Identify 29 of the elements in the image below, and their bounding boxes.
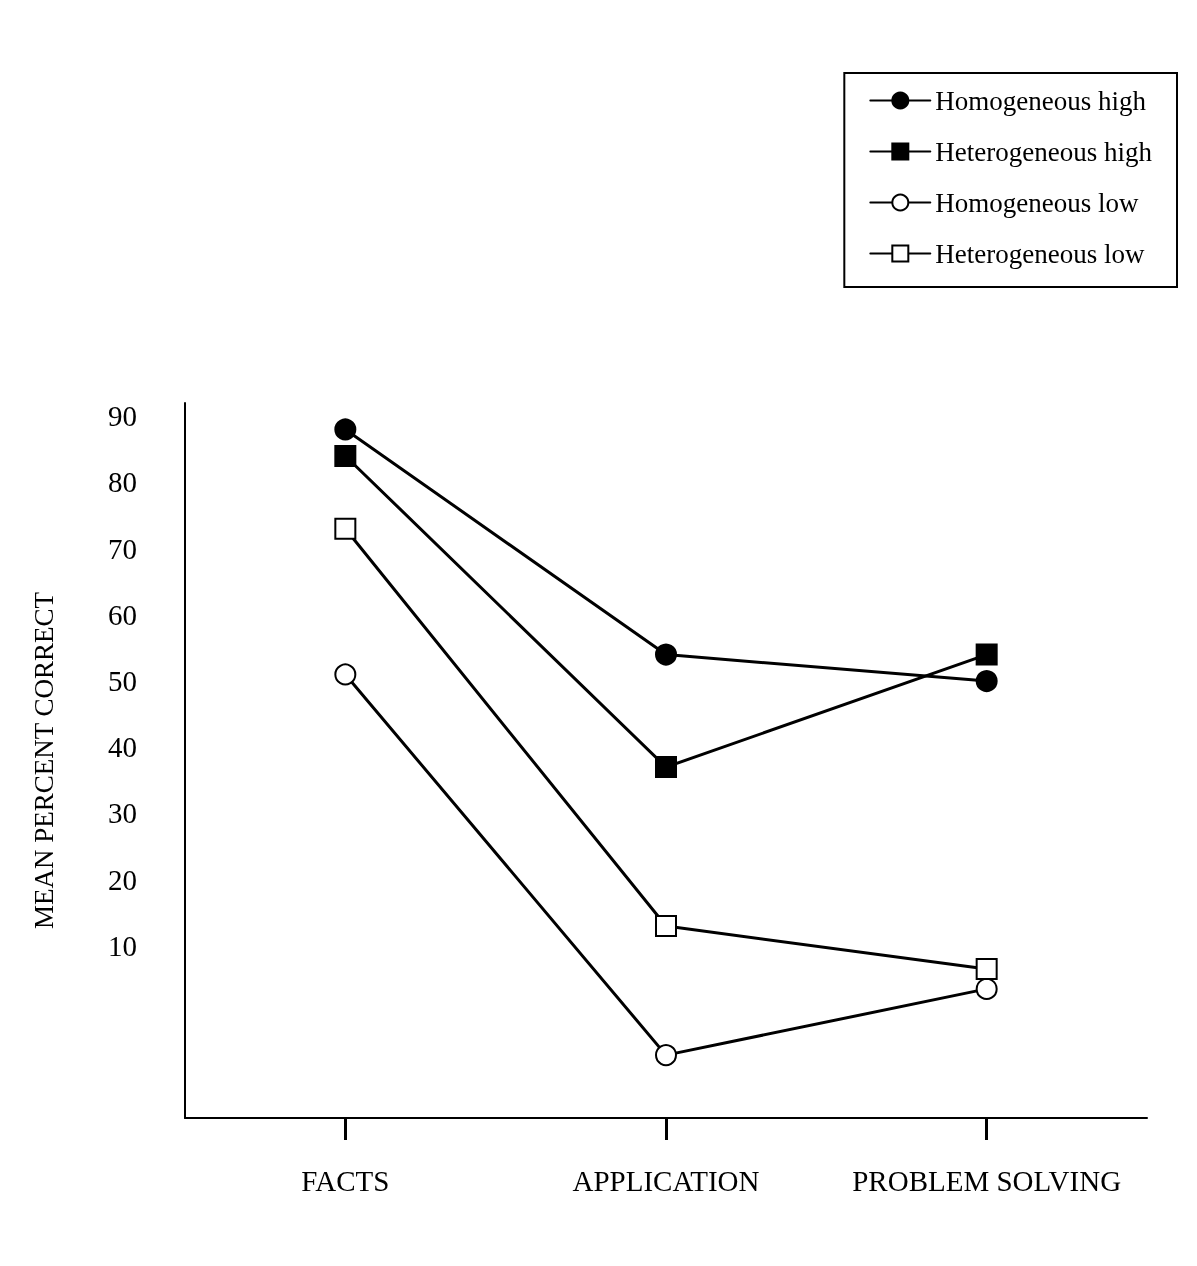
legend-label: Heterogeneous high xyxy=(935,136,1153,167)
point xyxy=(655,643,677,666)
y-tick-label: 70 xyxy=(108,532,137,565)
x-tick-label: PROBLEM SOLVING xyxy=(852,1164,1122,1197)
y-tick-label: 10 xyxy=(108,929,137,962)
legend-label: Homogeneous high xyxy=(935,85,1147,116)
y-tick-label: 20 xyxy=(108,863,137,896)
y-tick-label: 50 xyxy=(108,665,137,698)
point xyxy=(334,663,357,686)
y-tick-label: 30 xyxy=(108,797,137,830)
point xyxy=(334,418,357,441)
point xyxy=(334,444,357,467)
point xyxy=(975,670,998,693)
point xyxy=(975,643,998,666)
point xyxy=(655,756,677,779)
y-tick-label: 90 xyxy=(108,400,137,433)
x-tick-label: APPLICATION xyxy=(572,1164,760,1197)
x-tick-label: FACTS xyxy=(301,1164,390,1197)
point xyxy=(975,977,998,1000)
y-axis-title: MEAN PERCENT CORRECT xyxy=(28,591,59,930)
point xyxy=(655,915,677,938)
legend-label: Homogeneous low xyxy=(935,187,1140,218)
point xyxy=(655,1044,677,1067)
y-tick-label: 60 xyxy=(108,598,137,631)
legend-label: Heterogeneous low xyxy=(935,238,1145,269)
point xyxy=(334,517,357,540)
point xyxy=(975,958,998,981)
y-tick-label: 40 xyxy=(108,731,137,764)
y-tick-label: 80 xyxy=(108,466,137,499)
